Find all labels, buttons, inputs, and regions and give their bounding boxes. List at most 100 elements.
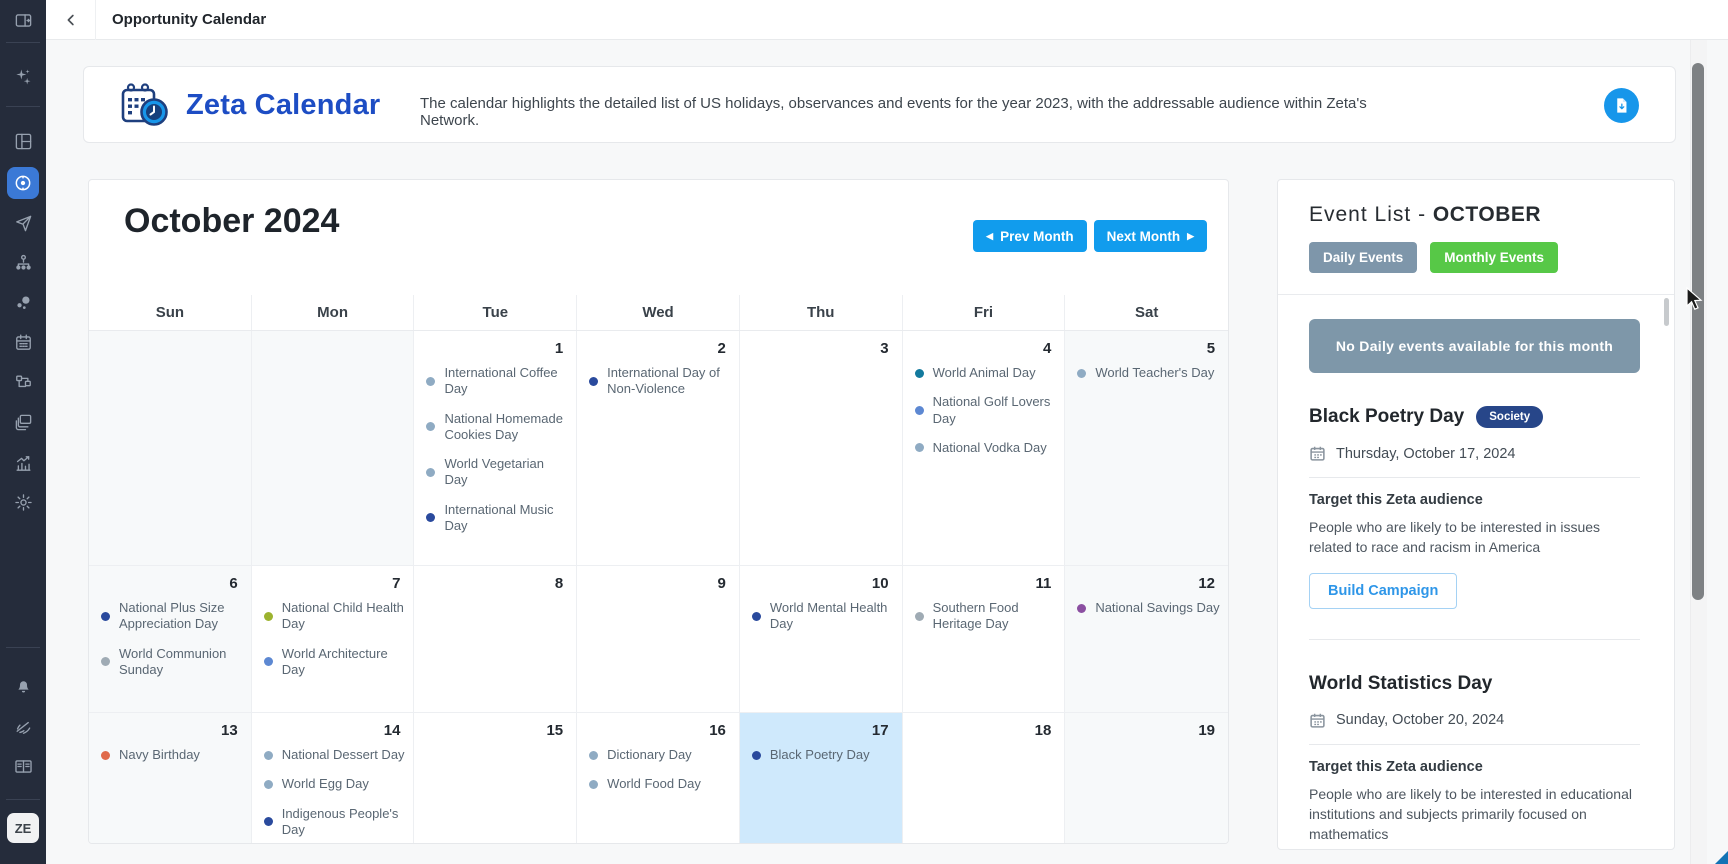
- day-events: World Mental Health Day: [740, 566, 902, 633]
- day-number: 8: [554, 575, 564, 592]
- analytics-icon[interactable]: [0, 446, 46, 480]
- day-number: 16: [709, 722, 726, 739]
- dashboard-icon[interactable]: [0, 124, 46, 158]
- calendar-event[interactable]: World Egg Day: [263, 776, 408, 792]
- org-chart-icon[interactable]: [0, 245, 46, 279]
- event-label: Navy Birthday: [119, 747, 200, 762]
- calendar-event[interactable]: World Architecture Day: [263, 646, 408, 679]
- workflow-icon[interactable]: [0, 365, 46, 399]
- day-cell-12[interactable]: 12 National Savings Day: [1065, 566, 1228, 712]
- day-cell-18[interactable]: 18: [902, 713, 1066, 843]
- calendar-event[interactable]: World Teacher's Day: [1077, 365, 1222, 381]
- calendar-event[interactable]: World Food Day: [589, 776, 733, 792]
- notifications-bell-icon[interactable]: [0, 669, 46, 703]
- calendar-event[interactable]: World Communion Sunday: [101, 646, 245, 679]
- export-report-button[interactable]: [1604, 88, 1639, 123]
- day-number: 19: [1198, 722, 1216, 739]
- prev-month-button[interactable]: ◀ Prev Month: [973, 220, 1087, 252]
- tab-daily-events[interactable]: Daily Events: [1309, 242, 1418, 273]
- day-header-thu: Thu: [740, 295, 903, 330]
- event-dot: [426, 422, 436, 432]
- day-number: 5: [1206, 340, 1216, 357]
- calendar-icon[interactable]: [0, 325, 46, 359]
- event-label: World Egg Day: [281, 776, 369, 792]
- event-dot: [1077, 368, 1087, 378]
- signal-icon[interactable]: [0, 709, 46, 743]
- event-card-divider: [1309, 477, 1640, 478]
- day-header-tue: Tue: [414, 295, 578, 330]
- calendar-event[interactable]: National Savings Day: [1077, 600, 1222, 616]
- settings-gear-icon[interactable]: [0, 485, 46, 519]
- calendar-event[interactable]: World Animal Day: [914, 365, 1059, 381]
- send-icon[interactable]: [0, 206, 46, 240]
- event-dot: [914, 406, 924, 415]
- day-cell-19[interactable]: 19: [1065, 713, 1228, 843]
- event-title: Black Poetry Day: [1309, 406, 1465, 427]
- calendar-event[interactable]: Indigenous People's Day: [263, 806, 408, 839]
- event-dot: [263, 817, 273, 827]
- day-cell-1[interactable]: 1 International Coffee Day National Homema…: [414, 331, 578, 565]
- calendar-event[interactable]: Southern Food Heritage Day: [914, 600, 1059, 633]
- day-events: [740, 331, 902, 365]
- no-daily-events-banner: No Daily events available for this month: [1309, 319, 1640, 373]
- day-cell-13[interactable]: 13 Navy Birthday: [89, 713, 252, 843]
- calendar-event[interactable]: International Day of Non-Violence: [589, 365, 733, 398]
- day-header-mon: Mon: [252, 295, 415, 330]
- corner-resize-wedge: [1715, 851, 1728, 864]
- day-cell-14[interactable]: 14 National Dessert Day World Egg Day Indig…: [251, 713, 415, 843]
- day-cell-17[interactable]: 17 Black Poetry Day: [739, 713, 903, 843]
- layers-icon[interactable]: [0, 405, 46, 439]
- calendar-event[interactable]: National Child Health Day: [263, 600, 408, 633]
- calendar-event[interactable]: Black Poetry Day: [751, 747, 896, 763]
- calendar-event[interactable]: World Vegetarian Day: [426, 456, 570, 489]
- back-button[interactable]: [46, 0, 96, 40]
- calendar-event[interactable]: International Music Day: [426, 502, 570, 535]
- calendar-event[interactable]: Dictionary Day: [589, 747, 733, 763]
- day-cell-6[interactable]: 6 National Plus Size Appreciation Day Worl…: [89, 566, 252, 712]
- calendar-event[interactable]: World Mental Health Day: [751, 600, 896, 633]
- calendar-event[interactable]: National Dessert Day: [263, 747, 408, 763]
- event-dot: [589, 750, 599, 760]
- day-number: 10: [871, 575, 889, 592]
- knowledge-book-icon[interactable]: [0, 749, 46, 783]
- sparkles-icon[interactable]: [0, 60, 46, 94]
- day-cell-empty[interactable]: [89, 331, 252, 565]
- day-cell-2[interactable]: 2 International Day of Non-Violence: [577, 331, 740, 565]
- calendar-event[interactable]: National Vodka Day: [914, 440, 1059, 456]
- panel-scrollbar-thumb[interactable]: [1664, 298, 1669, 326]
- audience-bubbles-icon[interactable]: [0, 285, 46, 319]
- event-dot: [589, 376, 599, 386]
- calendar-event[interactable]: Navy Birthday: [101, 747, 245, 763]
- day-cell-9[interactable]: 9: [577, 566, 740, 712]
- tab-monthly-events[interactable]: Monthly Events: [1430, 242, 1559, 273]
- day-number: 18: [1034, 722, 1052, 739]
- day-cell-3[interactable]: 3: [739, 331, 903, 565]
- calendar-event[interactable]: International Coffee Day: [426, 365, 570, 398]
- calendar-event[interactable]: National Plus Size Appreciation Day: [101, 600, 245, 633]
- event-dot: [1077, 603, 1087, 613]
- nav-opportunity-explorer-active[interactable]: [7, 167, 39, 199]
- build-campaign-button[interactable]: Build Campaign: [1309, 572, 1458, 609]
- audience-description: People who are likely to be interested i…: [1309, 519, 1601, 556]
- day-cell-11[interactable]: 11 Southern Food Heritage Day: [902, 566, 1066, 712]
- user-avatar[interactable]: ZE: [7, 813, 39, 843]
- day-cell-empty[interactable]: [251, 331, 415, 565]
- calendar-event[interactable]: National Homemade Cookies Day: [426, 411, 570, 444]
- day-cell-4[interactable]: 4 World Animal Day National Golf Lovers Da…: [902, 331, 1066, 565]
- event-card-title-row: Black Poetry Day Society: [1309, 406, 1640, 428]
- day-cell-5[interactable]: 5 World Teacher's Day: [1065, 331, 1228, 565]
- next-month-button[interactable]: Next Month ▶: [1093, 220, 1207, 252]
- day-cell-7[interactable]: 7 National Child Health Day World Architec…: [251, 566, 415, 712]
- page-scrollbar-thumb[interactable]: [1692, 63, 1704, 600]
- day-header-fri: Fri: [903, 295, 1066, 330]
- event-list-title: Event List - OCTOBER: [1309, 203, 1542, 226]
- day-cell-15[interactable]: 15: [414, 713, 578, 843]
- panel-toggle-icon[interactable]: [0, 3, 46, 37]
- day-cell-8[interactable]: 8: [414, 566, 578, 712]
- calendar-event[interactable]: National Golf Lovers Day: [914, 394, 1059, 427]
- calendar-header: October 2024 ◀ Prev Month Next Month ▶: [89, 180, 1228, 295]
- event-list-scroll-area[interactable]: No Daily events available for this month…: [1278, 294, 1674, 849]
- day-cell-10[interactable]: 10 World Mental Health Day: [739, 566, 903, 712]
- day-cell-16[interactable]: 16 Dictionary Day World Food Day: [577, 713, 740, 843]
- triangle-left-icon: ◀: [986, 230, 994, 241]
